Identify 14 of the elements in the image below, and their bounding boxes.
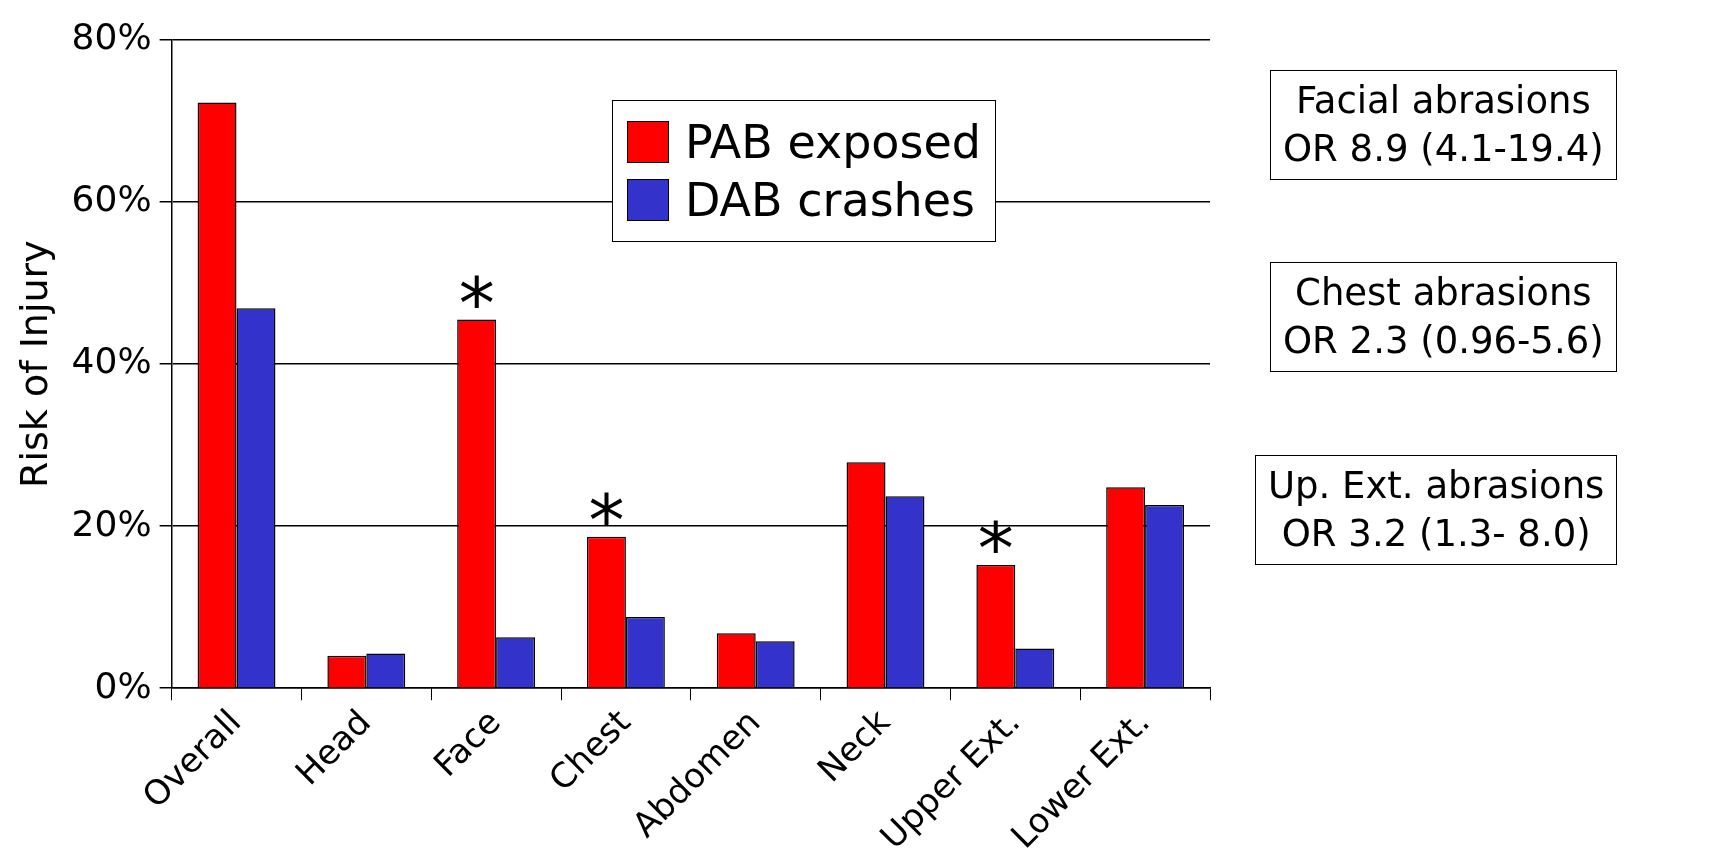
annotation: * — [977, 506, 1014, 591]
legend-label: DAB crashes — [685, 173, 976, 227]
y-tick-label: 60% — [71, 178, 152, 220]
text: Facial abrasions OR 8.9 (4.1-19.4) — [1270, 70, 1617, 181]
annotation: * — [588, 477, 625, 562]
y-tick-label: 20% — [71, 502, 152, 544]
y-tick-label: 40% — [71, 340, 152, 382]
text: Up. Ext. abrasions OR 3.2 (1.3- 8.0) — [1255, 455, 1618, 566]
y-tick-label: 80% — [71, 16, 152, 58]
annotation: * — [458, 260, 495, 345]
text: Chest abrasions OR 2.3 (0.96-5.6) — [1270, 262, 1617, 373]
y-tick-label: 0% — [94, 664, 152, 706]
y-axis-title: Risk of Injury — [11, 240, 56, 488]
legend-label: PAB exposed — [685, 115, 981, 169]
